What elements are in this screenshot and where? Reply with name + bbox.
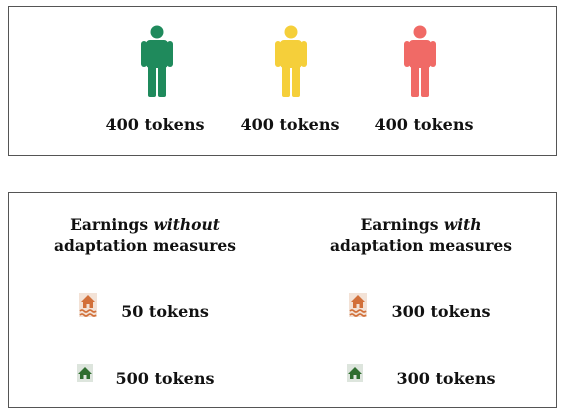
earnings-with-heading: Earnings with adaptation measures xyxy=(329,215,513,255)
red-player-tokens: 400 tokens xyxy=(374,115,474,134)
with-home-tokens: 300 tokens xyxy=(396,369,496,388)
safe-house-icon xyxy=(347,364,363,382)
without-flood-tokens: 50 tokens xyxy=(121,302,209,321)
earnings-panel: Earnings without adaptation measures 50 … xyxy=(8,192,557,408)
red-player-icon xyxy=(402,25,438,97)
safe-house-icon xyxy=(77,364,93,382)
earnings-without-heading: Earnings without adaptation measures xyxy=(53,215,237,255)
flooded-house-icon xyxy=(349,293,367,317)
yellow-player-tokens: 400 tokens xyxy=(240,115,340,134)
without-home-tokens: 500 tokens xyxy=(115,369,215,388)
with-flood-tokens: 300 tokens xyxy=(391,302,491,321)
yellow-player-icon xyxy=(273,25,309,97)
players-panel: 400 tokens 400 tokens 400 tokens xyxy=(8,6,557,156)
green-player-tokens: 400 tokens xyxy=(105,115,205,134)
flooded-house-icon xyxy=(79,293,97,317)
green-player-icon xyxy=(139,25,175,97)
